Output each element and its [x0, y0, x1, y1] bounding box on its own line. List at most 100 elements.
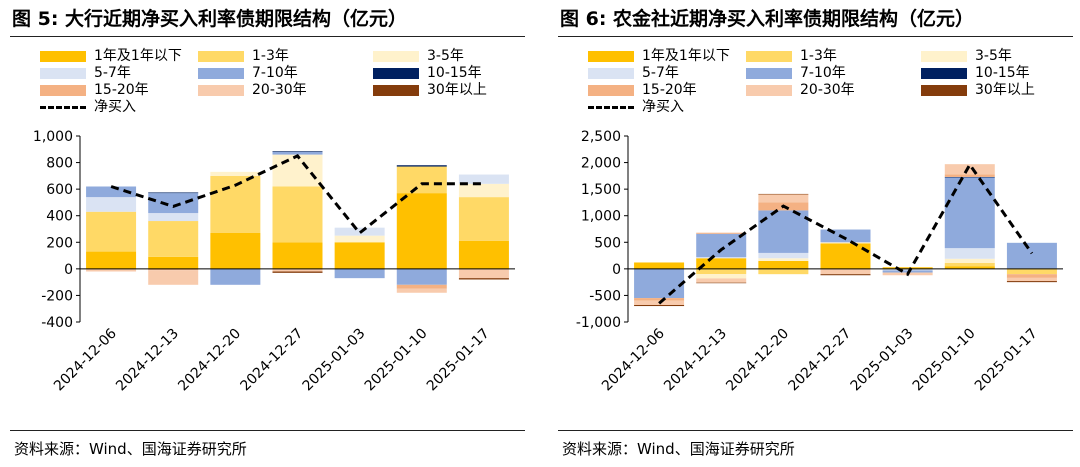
bar-segment	[272, 268, 323, 272]
bar-segment	[944, 176, 995, 178]
x-tick-label: 2024-12-27	[785, 326, 854, 395]
x-tick-label: 2025-01-03	[300, 326, 369, 395]
chart-title: 图 6: 农金社近期净买入利率债期限结构（亿元）	[560, 8, 975, 30]
legend-label: 15-20年	[642, 82, 697, 98]
bar-segment	[758, 193, 809, 195]
x-tick-label: 2024-12-20	[723, 326, 792, 395]
bar-segment	[458, 197, 509, 241]
source-divider	[558, 430, 1073, 431]
legend-label: 3-5年	[427, 48, 464, 64]
bar-segment	[334, 235, 385, 243]
bar-segment	[396, 193, 447, 269]
bar-segment	[86, 251, 137, 269]
bar-segment	[944, 266, 995, 269]
bar-segment	[458, 183, 509, 198]
chart-title: 图 5: 大行近期净买入利率债期限结构（亿元）	[12, 8, 408, 30]
legend-label: 7-10年	[800, 65, 846, 81]
y-tick-label: 600	[46, 182, 73, 198]
bar-segment	[458, 240, 509, 269]
y-tick-label: 1,000	[581, 209, 621, 225]
bar-segment	[758, 260, 809, 269]
bar-segment	[148, 193, 199, 214]
net-buy-line	[658, 161, 1034, 305]
legend-swatch	[373, 67, 419, 79]
x-tick-label: 2025-01-10	[362, 326, 431, 395]
legend-item: 5-7年	[40, 65, 131, 81]
x-tick-label: 2024-12-20	[175, 326, 244, 395]
bar-segment	[272, 154, 323, 187]
title-divider	[10, 36, 525, 37]
bar-segment	[634, 298, 685, 301]
bar-segment	[1006, 242, 1057, 269]
legend-label: 20-30年	[252, 82, 307, 98]
legend-label: 10-15年	[427, 65, 482, 81]
legend-label: 10-15年	[975, 65, 1030, 81]
bar-segment	[148, 213, 199, 222]
bar-segment	[148, 192, 199, 194]
bar-segment	[944, 263, 995, 267]
bar-segment	[272, 186, 323, 243]
bar-segment	[944, 177, 995, 249]
legend-item: 10-15年	[921, 65, 1030, 81]
bar-segment	[882, 268, 933, 271]
x-tick-label: 2025-01-17	[972, 326, 1041, 395]
source-note: 资料来源：Wind、国海证券研究所	[14, 440, 247, 458]
x-tick-label: 2025-01-10	[910, 326, 979, 395]
legend-item: 1-3年	[198, 48, 289, 64]
legend-item: 7-10年	[198, 65, 298, 81]
y-tick-label: 200	[46, 235, 73, 251]
bar-segment	[396, 268, 447, 285]
bar-segment	[396, 288, 447, 293]
chart-panel-dahang: 图 5: 大行近期净买入利率债期限结构（亿元） 1年及1年以下 1-3年 3-5年 5…	[10, 0, 530, 467]
legend-swatch	[921, 50, 967, 62]
legend-swatch	[198, 67, 244, 79]
legend-label: 5-7年	[94, 65, 131, 81]
legend-swatch	[198, 84, 244, 96]
bar-segment	[86, 268, 137, 272]
legend-label: 净买入	[642, 99, 684, 115]
bar-segment	[1006, 281, 1057, 283]
y-tick-label: -400	[41, 315, 73, 331]
bar-segment	[944, 164, 995, 175]
chart-panel-nongjinshe: 图 6: 农金社近期净买入利率债期限结构（亿元） 1年及1年以下 1-3年 3-5年…	[558, 0, 1078, 467]
y-tick-label: -1,000	[576, 315, 621, 331]
bar-segment	[944, 258, 995, 264]
legend-swatch	[373, 50, 419, 62]
x-tick-label: 2024-12-06	[599, 325, 668, 394]
bar-segment	[696, 233, 747, 258]
legend-swatch	[588, 84, 634, 96]
legend-label: 净买入	[94, 99, 136, 115]
bar-segment	[210, 232, 261, 269]
legend-line-swatch	[40, 105, 86, 109]
bar-segment	[148, 221, 199, 257]
bar-segment	[396, 284, 447, 289]
x-tick-label: 2024-12-13	[113, 326, 182, 395]
legend-item: 3-5年	[921, 48, 1012, 64]
bar-segment	[334, 268, 385, 279]
legend-item: 15-20年	[588, 82, 697, 98]
y-tick-label: -200	[41, 288, 73, 304]
bar-segment	[272, 271, 323, 273]
bar-segment	[458, 268, 509, 279]
legend-label: 5-7年	[642, 65, 679, 81]
legend-item: 5-7年	[588, 65, 679, 81]
legend-label: 20-30年	[800, 82, 855, 98]
bar-segment	[634, 304, 685, 307]
legend-label: 1-3年	[252, 48, 289, 64]
legend-label: 1年及1年以下	[94, 48, 182, 64]
legend-item: 1-3年	[746, 48, 837, 64]
bar-segment	[1006, 277, 1057, 282]
y-tick-label: 0	[612, 262, 621, 278]
bar-segment	[696, 257, 747, 259]
bar-segment	[944, 248, 995, 259]
bar-segment	[758, 258, 809, 261]
bar-segment	[458, 174, 509, 184]
bar-segment	[86, 211, 137, 252]
bar-segment	[696, 258, 747, 269]
legend-label: 30年以上	[427, 82, 487, 98]
bar-segment	[272, 151, 323, 155]
legend-item: 30年以上	[921, 82, 1035, 98]
y-tick-label: 800	[46, 156, 73, 172]
legend-item: 3-5年	[373, 48, 464, 64]
bar-segment	[272, 242, 323, 269]
